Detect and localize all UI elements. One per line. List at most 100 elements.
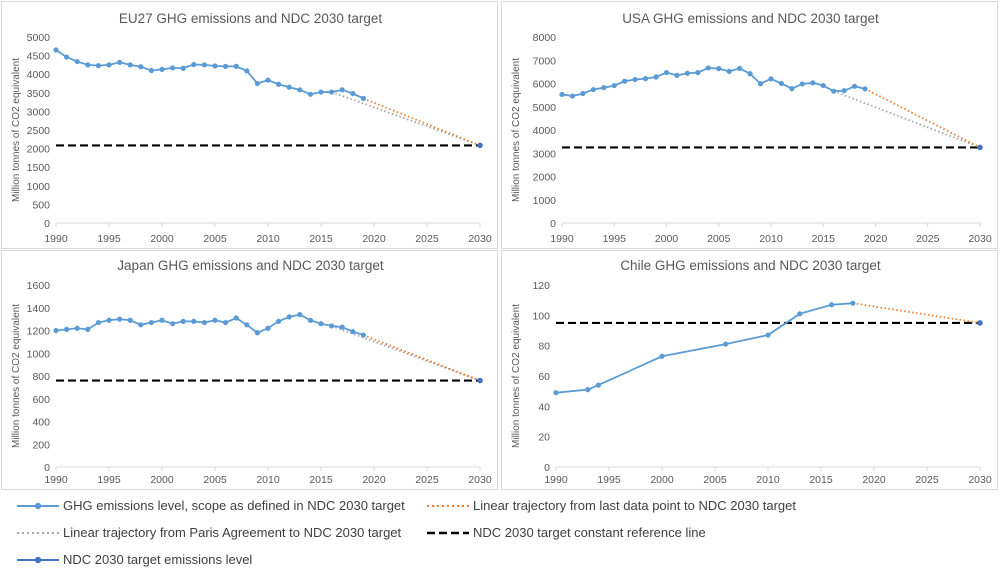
ghg-data-point (611, 82, 617, 89)
ghg-data-point (254, 330, 260, 336)
legend-linear-last: Linear trajectory from last data point t… (427, 498, 796, 513)
legend-target-level-swatch (17, 556, 59, 563)
legend-linear-paris: Linear trajectory from Paris Agreement t… (17, 525, 401, 540)
ghg-data-point (180, 65, 186, 71)
paris-trajectory-line (331, 91, 481, 147)
y-tick-label: 4000 (27, 69, 51, 81)
x-tick-label: 1990 (44, 233, 68, 245)
ghg-data-point (695, 69, 701, 76)
chart-title: Chile GHG emissions and NDC 2030 target (620, 258, 881, 273)
x-tick-label: 2020 (864, 233, 888, 245)
legend-ghg-series: GHG emissions level, scope as defined in… (17, 498, 405, 513)
x-tick-label: 2015 (812, 233, 836, 245)
ghg-data-point (233, 315, 239, 321)
ghg-data-point (127, 62, 133, 68)
y-tick-label: 1000 (533, 195, 557, 207)
y-tick-label: 4500 (27, 51, 51, 63)
y-tick-label: 1600 (27, 280, 51, 292)
ghg-data-point (768, 76, 774, 82)
ghg-data-point (307, 91, 313, 97)
ghg-data-point (559, 91, 565, 98)
ghg-data-point (622, 78, 628, 84)
ghg-data-point (590, 86, 596, 93)
ghg-data-point (201, 62, 207, 68)
y-tick-label: 500 (32, 199, 50, 211)
ghg-data-point (95, 63, 101, 69)
x-tick-label: 2030 (468, 474, 492, 486)
y-axis-label: Million tonnes of CO2 equivalent (11, 58, 22, 202)
ghg-data-point (148, 319, 154, 326)
ghg-data-point (831, 88, 837, 94)
ghg-data-point (286, 84, 292, 90)
ghg-data-point (643, 76, 649, 82)
y-tick-label: 120 (532, 280, 550, 292)
paris-trajectory-line (833, 90, 981, 149)
y-axis-label: Million tonnes of CO2 equivalent (511, 304, 522, 448)
ghg-data-point (360, 332, 366, 338)
y-tick-label: 3500 (27, 88, 51, 100)
ghg-series-line (561, 67, 866, 97)
x-tick-label: 2010 (256, 233, 280, 245)
x-tick-label: 1990 (44, 474, 68, 486)
y-tick-label: 2000 (533, 172, 557, 184)
ghg-data-point (339, 324, 345, 330)
ghg-data-point (307, 317, 313, 323)
ghg-data-point (106, 317, 112, 323)
x-tick-label: 2005 (203, 233, 227, 245)
ghg-data-point (286, 314, 292, 320)
ghg-data-point (212, 317, 218, 323)
x-tick-label: 2015 (809, 474, 833, 486)
ghg-data-point (829, 302, 835, 308)
ghg-data-point (653, 74, 659, 80)
x-tick-label: 2005 (703, 474, 727, 486)
chart-title: EU27 GHG emissions and NDC 2030 target (119, 11, 383, 26)
ghg-data-point (244, 68, 250, 74)
x-tick-label: 2005 (203, 474, 227, 486)
y-tick-label: 1500 (27, 162, 51, 174)
ghg-data-point (244, 322, 250, 328)
ghg-data-point (318, 321, 324, 327)
ghg-data-point (684, 70, 690, 76)
ghg-data-point (663, 69, 670, 76)
ghg-data-point (53, 47, 59, 53)
y-tick-label: 2000 (27, 144, 51, 156)
chart-japan: Japan GHG emissions and NDC 2030 target M… (11, 258, 492, 486)
ghg-data-point (797, 311, 803, 317)
chart-panel-japan: Japan GHG emissions and NDC 2030 target M… (1, 250, 498, 490)
x-tick-label: 2000 (655, 233, 679, 245)
ghg-data-point (716, 66, 722, 72)
ghg-data-point (350, 329, 356, 335)
ghg-data-point (726, 68, 732, 75)
legend-linear-last-label: Linear trajectory from last data point t… (473, 498, 796, 513)
y-axis-label: Million tonnes of CO2 equivalent (511, 58, 522, 202)
ghg-data-point (569, 93, 576, 99)
x-tick-label: 2010 (759, 233, 783, 245)
y-tick-label: 5000 (27, 32, 51, 44)
ghg-data-point (276, 81, 282, 87)
ghg-data-point (117, 59, 123, 65)
ghg-data-point (329, 323, 335, 329)
ghg-data-point (106, 62, 112, 68)
ghg-data-point (297, 311, 303, 318)
ghg-data-point (601, 85, 607, 91)
ghg-series-line (555, 302, 853, 394)
y-tick-label: 3000 (533, 148, 557, 160)
ndc-target-point (477, 142, 483, 149)
ghg-data-point (223, 319, 229, 326)
y-tick-label: 1200 (27, 326, 51, 338)
ghg-data-point (148, 67, 154, 74)
ghg-data-point (53, 327, 59, 334)
legend-reference-line-swatch (427, 531, 469, 534)
last-point-trajectory-line (363, 334, 481, 382)
ghg-data-point (276, 318, 282, 324)
x-tick-label: 2025 (916, 233, 940, 245)
ghg-series-line (55, 313, 364, 336)
x-tick-label: 1995 (97, 233, 121, 245)
ghg-data-point (841, 88, 847, 94)
chart-panel-usa: USA GHG emissions and NDC 2030 target Mil… (501, 1, 998, 249)
x-tick-label: 1990 (544, 474, 568, 486)
ghg-data-point (254, 80, 260, 87)
ghg-data-point (85, 62, 91, 68)
legend-ghg-series-swatch (17, 502, 59, 509)
ndc-target-point (977, 144, 983, 151)
